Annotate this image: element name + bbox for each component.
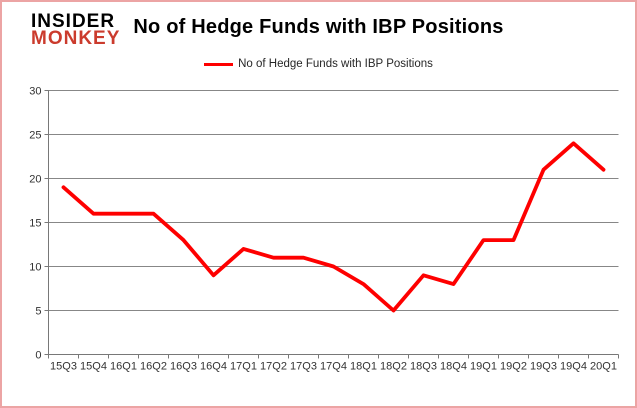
x-tick-label: 19Q1 [470,361,497,373]
gridlines [48,90,619,311]
x-tick-label: 17Q1 [230,361,257,373]
y-tick-label: 0 [35,350,41,362]
x-tick-label: 18Q1 [350,361,377,373]
y-axis-ticks: 0 5 10 15 20 25 30 [29,86,49,362]
x-tick-label: 16Q4 [200,361,227,373]
y-tick-label: 10 [29,262,41,274]
y-tick-label: 20 [29,174,41,186]
x-tick-label: 17Q2 [260,361,287,373]
y-tick-label: 30 [29,86,41,98]
x-tick-label: 18Q3 [410,361,437,373]
chart-legend: No of Hedge Funds with IBP Positions [2,58,635,70]
x-tick-label: 19Q2 [500,361,527,373]
x-tick-label: 18Q2 [380,361,407,373]
series-line [61,141,606,313]
x-tick-label: 15Q4 [80,361,107,373]
logo-text-monkey: MONKEY [31,28,121,49]
legend-label: No of Hedge Funds with IBP Positions [238,58,433,70]
x-tick-label: 19Q4 [560,361,587,373]
y-tick-label: 25 [29,130,41,142]
x-tick-label: 19Q3 [530,361,557,373]
legend-line-swatch [204,62,234,66]
y-tick-label: 15 [29,218,41,230]
x-tick-label: 16Q3 [170,361,197,373]
y-tick-label: 5 [35,306,41,318]
x-tick-label: 18Q4 [440,361,467,373]
x-tick-label: 17Q4 [320,361,347,373]
x-tick-label: 16Q2 [140,361,167,373]
x-tick-label: 16Q1 [110,361,137,373]
chart-title: No of Hedge Funds with IBP Positions [133,16,504,38]
insider-monkey-logo: INSIDER MONKEY [31,11,121,49]
x-tick-label: 17Q3 [290,361,317,373]
x-axis-ticks: 15Q3 15Q4 16Q1 16Q2 16Q3 16Q4 17Q1 17Q2 17Q3 17Q4… [48,354,619,373]
x-tick-label: 20Q1 [590,361,617,373]
x-tick-label: 15Q3 [50,361,77,373]
logo-text-insider: INSIDER [31,11,116,32]
